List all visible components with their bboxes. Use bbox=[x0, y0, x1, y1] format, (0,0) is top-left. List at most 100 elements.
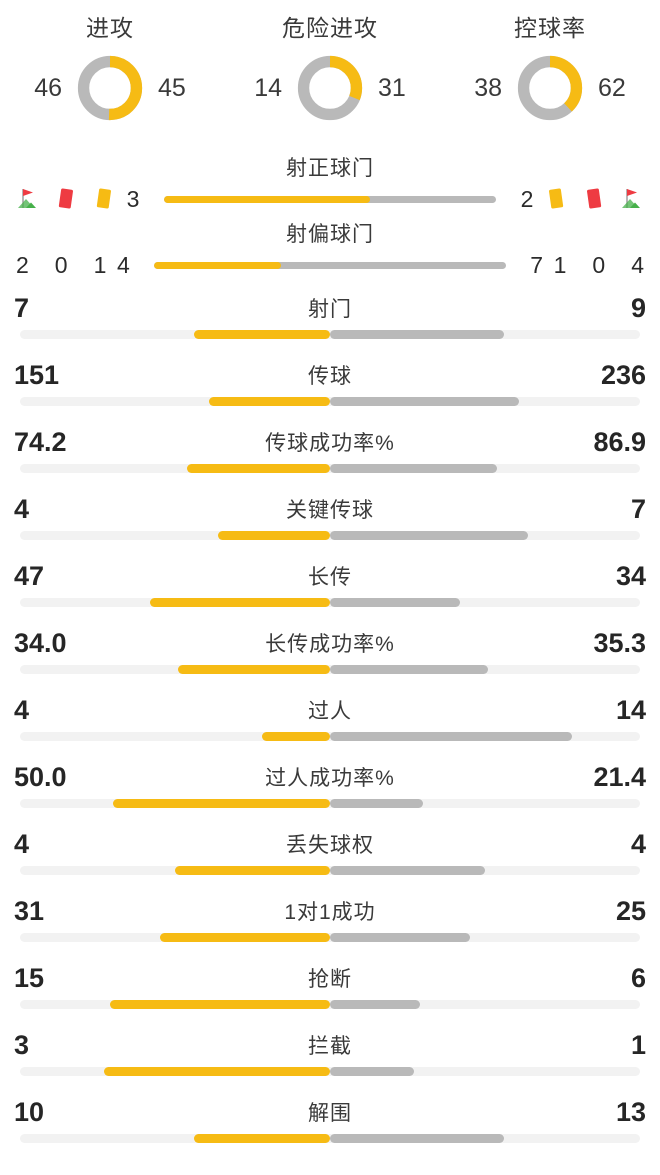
donut-cell-attacks: 进攻 46 45 bbox=[0, 14, 220, 150]
stat-row-header: 34.0 长传成功率% 35.3 bbox=[0, 621, 660, 665]
stat-row: 4 过人 14 bbox=[0, 688, 660, 755]
away-corner-count: 4 bbox=[631, 251, 644, 278]
stat-away-value: 4 bbox=[630, 828, 646, 859]
stat-away-value: 1 bbox=[630, 1029, 646, 1060]
away-yellow-card-count: 1 bbox=[553, 251, 567, 278]
stat-bar-home-fill bbox=[159, 933, 330, 942]
stat-row-header: 47 长传 34 bbox=[0, 554, 660, 598]
stat-bar-home-fill bbox=[261, 732, 330, 741]
stat-home-value: 74.2 bbox=[14, 426, 67, 457]
stat-bar bbox=[20, 799, 640, 808]
stat-row: 34.0 长传成功率% 35.3 bbox=[0, 621, 660, 688]
donut-cell-possession: 控球率 38 62 bbox=[440, 14, 660, 150]
stat-row: 4 丢失球权 4 bbox=[0, 822, 660, 889]
stat-away-value: 14 bbox=[615, 694, 646, 725]
stat-row-header: 4 丢失球权 4 bbox=[0, 822, 660, 866]
stat-label: 射门 bbox=[308, 298, 352, 321]
shots-off-target-row: 射偏球门 2 0 1 4 7 1 0 4 bbox=[0, 220, 660, 286]
donut-title: 控球率 bbox=[514, 15, 586, 41]
donut-chart-icon bbox=[297, 55, 363, 121]
stat-home-value: 15 bbox=[14, 962, 45, 993]
stat-label: 过人 bbox=[308, 700, 352, 723]
stat-row: 3 拦截 1 bbox=[0, 1023, 660, 1090]
stat-row-header: 31 1对1成功 25 bbox=[0, 889, 660, 933]
stat-label: 长传 bbox=[308, 566, 352, 589]
home-red-card-count: 0 bbox=[54, 251, 68, 278]
stat-away-value: 34 bbox=[615, 560, 646, 591]
donut-right-value: 45 bbox=[158, 73, 186, 102]
shots-on-target-bar bbox=[164, 195, 496, 203]
stat-bar-home-fill bbox=[193, 1134, 330, 1143]
stat-bar-home-fill bbox=[150, 598, 330, 607]
stat-label: 抢断 bbox=[308, 968, 352, 991]
stat-bar bbox=[20, 866, 640, 875]
shots-off-target-bar bbox=[154, 261, 506, 269]
donut-left-value: 46 bbox=[34, 73, 62, 102]
donut-cell-dangerous-attacks: 危险进攻 14 31 bbox=[220, 14, 440, 150]
stat-bar-away-fill bbox=[330, 933, 470, 942]
stat-bar bbox=[20, 1067, 640, 1076]
away-icon-group bbox=[544, 186, 644, 212]
stat-home-value: 4 bbox=[14, 694, 30, 725]
shots-off-target-right-value: 7 bbox=[530, 251, 543, 278]
home-yellow-card-count: 1 bbox=[93, 251, 107, 278]
summary-donuts-section: 进攻 46 45 危险进攻 14 31 控球率 38 bbox=[0, 0, 660, 150]
shots-on-target-body: 3 2 bbox=[0, 182, 660, 216]
donut-row: 46 45 bbox=[24, 54, 196, 122]
stat-label: 长传成功率% bbox=[265, 633, 395, 656]
stat-row-header: 3 拦截 1 bbox=[0, 1023, 660, 1067]
yellow-card-icon bbox=[96, 188, 111, 209]
yellow-card-icon bbox=[549, 188, 564, 209]
stat-home-value: 31 bbox=[14, 895, 45, 926]
stat-home-value: 10 bbox=[14, 1096, 45, 1127]
stat-bar bbox=[20, 330, 640, 339]
stat-bar-away-fill bbox=[330, 1000, 420, 1009]
stat-away-value: 35.3 bbox=[593, 627, 646, 658]
donut-right-value: 31 bbox=[378, 73, 406, 102]
stat-away-value: 25 bbox=[615, 895, 646, 926]
stat-label: 1对1成功 bbox=[284, 901, 376, 924]
shots-on-target-fill bbox=[164, 195, 370, 203]
stat-bar-home-fill bbox=[193, 330, 330, 339]
shots-off-target-label: 射偏球门 bbox=[286, 223, 374, 246]
stat-row-header: 4 过人 14 bbox=[0, 688, 660, 732]
donut-left-value: 14 bbox=[254, 73, 282, 102]
donut-chart-icon bbox=[77, 55, 143, 121]
stat-bar-away-fill bbox=[330, 397, 520, 406]
stat-bar-home-fill bbox=[103, 1067, 330, 1076]
shots-on-target-label: 射正球门 bbox=[286, 157, 374, 180]
stat-row-header: 10 解围 13 bbox=[0, 1090, 660, 1134]
stat-bar-away-fill bbox=[330, 732, 572, 741]
stat-bar bbox=[20, 531, 640, 540]
donut-right-value: 62 bbox=[598, 73, 626, 102]
donut-row: 14 31 bbox=[244, 54, 416, 122]
shots-off-target-left-value: 4 bbox=[116, 251, 130, 278]
stat-row: 10 解围 13 bbox=[0, 1090, 660, 1157]
home-corner-count: 2 bbox=[16, 251, 29, 278]
stat-row-header: 74.2 传球成功率% 86.9 bbox=[0, 420, 660, 464]
donut-title: 进攻 bbox=[86, 15, 134, 41]
stat-bar bbox=[20, 598, 640, 607]
stat-row: 74.2 传球成功率% 86.9 bbox=[0, 420, 660, 487]
stat-away-value: 7 bbox=[630, 493, 646, 524]
stat-away-value: 21.4 bbox=[593, 761, 646, 792]
stat-row: 15 抢断 6 bbox=[0, 956, 660, 1023]
corner-flag-icon bbox=[622, 189, 640, 208]
stat-label: 拦截 bbox=[308, 1035, 352, 1058]
stat-home-value: 151 bbox=[14, 359, 60, 390]
stat-bar-home-fill bbox=[109, 1000, 330, 1009]
stat-bar-away-fill bbox=[330, 665, 489, 674]
shots-off-target-fill bbox=[154, 261, 281, 269]
stat-bar bbox=[20, 1000, 640, 1009]
stat-row-header: 50.0 过人成功率% 21.4 bbox=[0, 755, 660, 799]
stat-home-value: 47 bbox=[14, 560, 45, 591]
stat-bar bbox=[20, 397, 640, 406]
stat-row-header: 4 关键传球 7 bbox=[0, 487, 660, 531]
away-red-card-count: 0 bbox=[592, 251, 606, 278]
stat-bar bbox=[20, 464, 640, 473]
stat-row: 4 关键传球 7 bbox=[0, 487, 660, 554]
stat-label: 传球成功率% bbox=[265, 432, 395, 455]
stat-bar bbox=[20, 732, 640, 741]
red-card-icon bbox=[58, 188, 73, 209]
stat-bar-home-fill bbox=[187, 464, 330, 473]
